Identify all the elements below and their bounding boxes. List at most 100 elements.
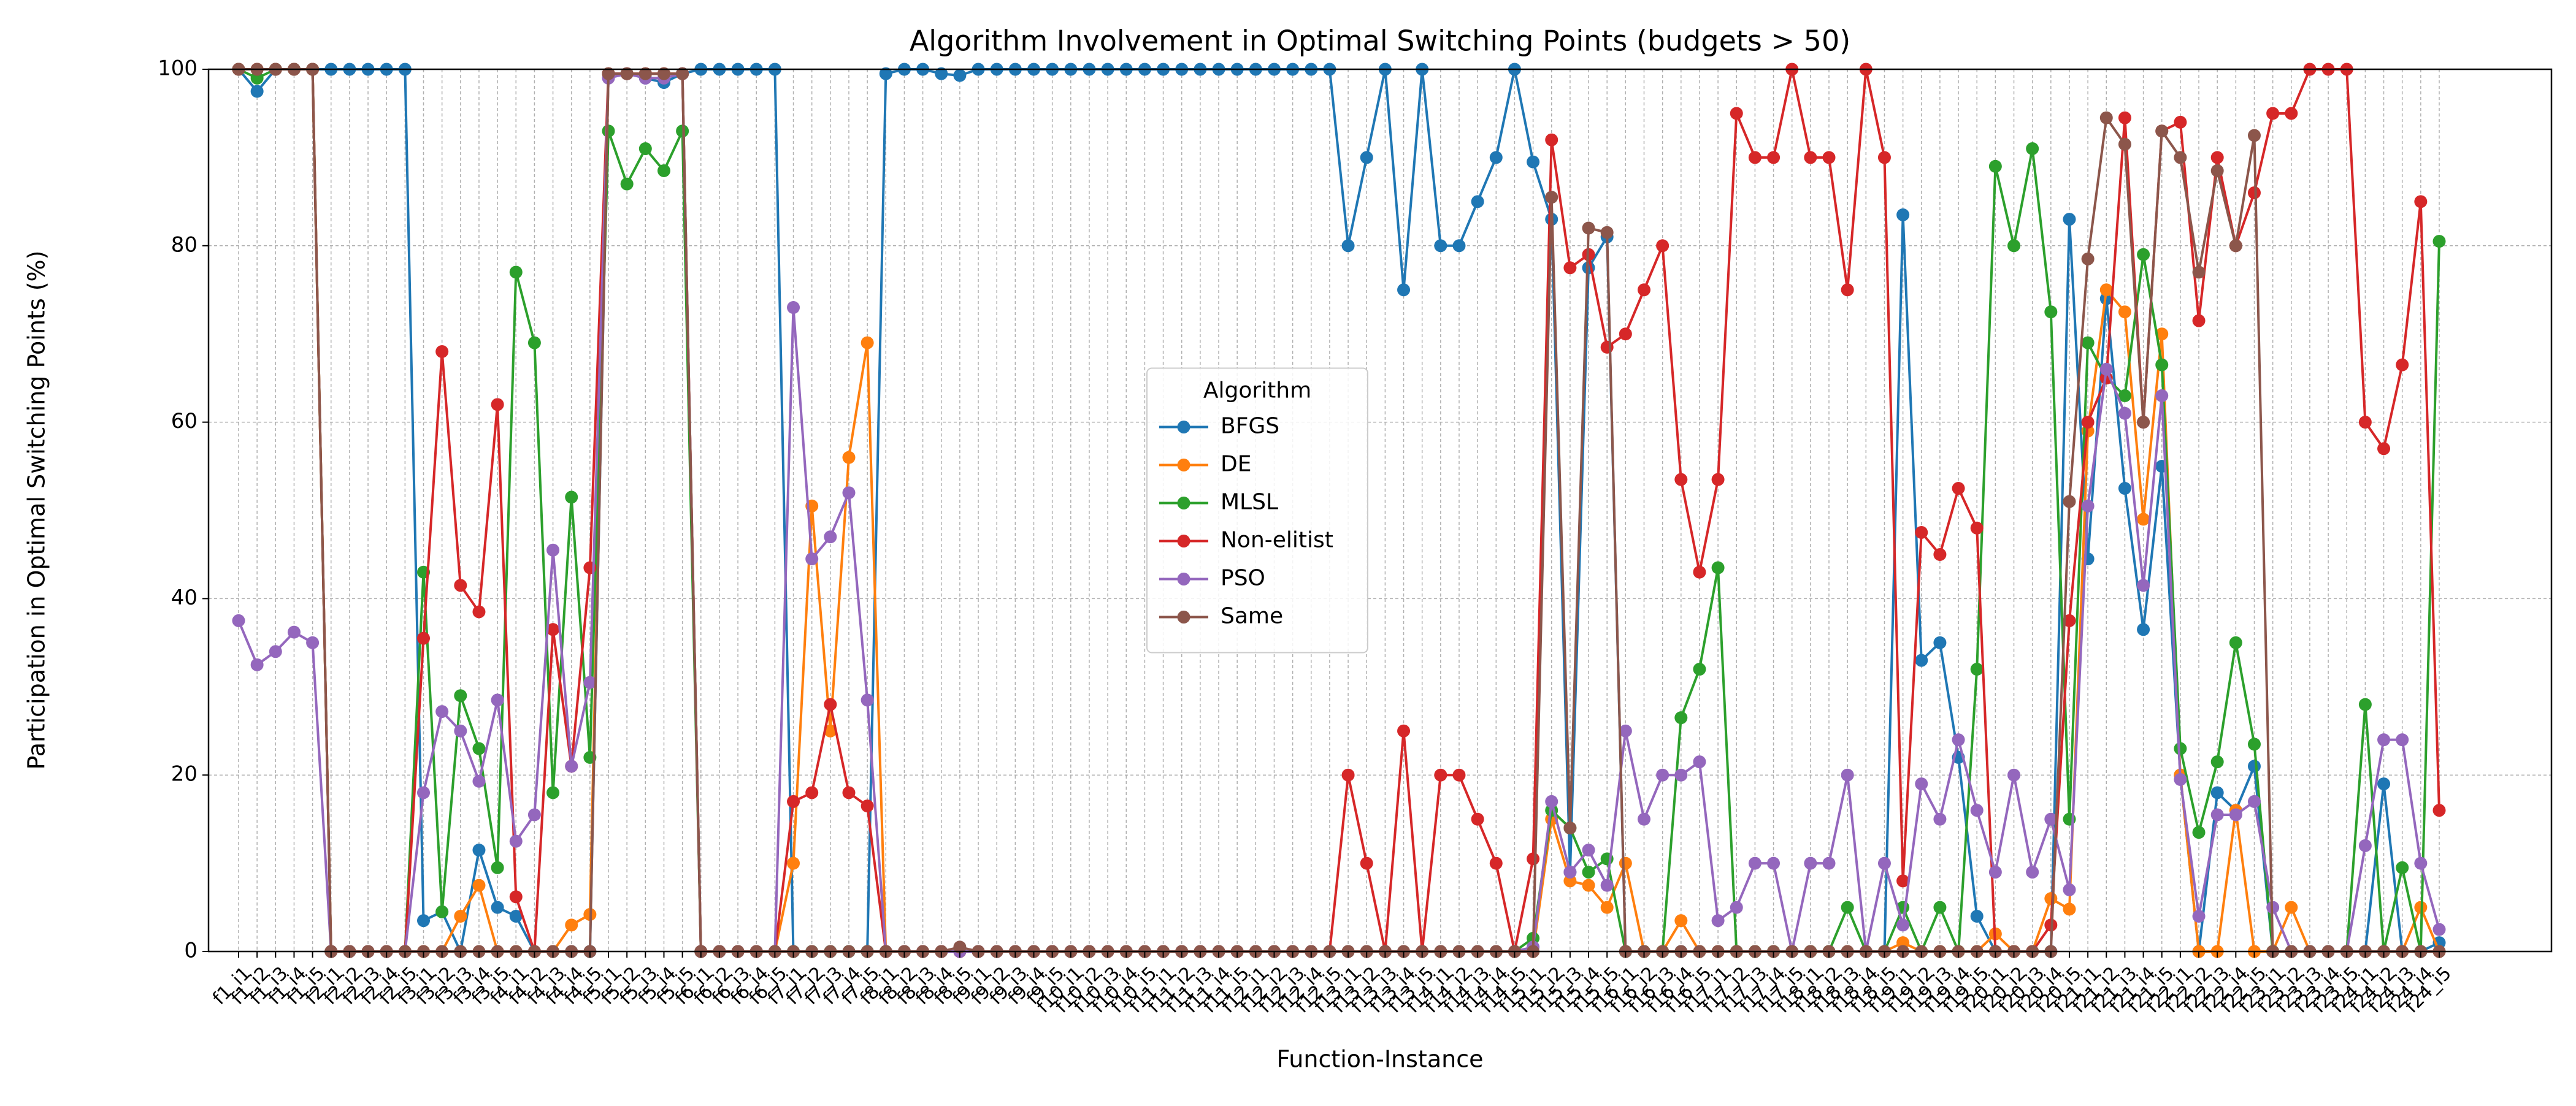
data-point [620, 177, 634, 191]
y-tick-label: 40 [171, 585, 197, 610]
data-point [2174, 151, 2187, 164]
data-point [2044, 305, 2058, 319]
data-point [861, 799, 874, 813]
legend-label: PSO [1221, 566, 1265, 591]
data-point [491, 861, 504, 874]
data-point [2155, 327, 2169, 341]
y-tick-label: 20 [171, 762, 197, 787]
x-axis-label: Function-Instance [1277, 1046, 1484, 1073]
data-point [472, 774, 486, 788]
data-point [1452, 768, 1466, 782]
data-point [1489, 856, 1503, 870]
data-point [1656, 768, 1669, 782]
data-point [2247, 795, 2261, 808]
data-point [2266, 107, 2280, 120]
data-point [546, 786, 560, 799]
legend-swatch-marker [1177, 459, 1190, 471]
data-point [1637, 283, 1650, 297]
data-point [2174, 115, 2187, 129]
data-point [1563, 822, 1577, 835]
data-point [2414, 856, 2428, 870]
data-point [2026, 142, 2039, 156]
data-point [824, 698, 837, 711]
data-point [1841, 768, 1854, 782]
data-point [1582, 844, 1595, 857]
data-point [1804, 151, 1817, 164]
data-point [824, 530, 837, 544]
data-point [1933, 812, 1947, 826]
data-point [454, 724, 467, 738]
data-point [491, 901, 504, 914]
data-point [2026, 865, 2039, 879]
data-point [953, 940, 967, 954]
data-point [2044, 812, 2058, 826]
data-point [935, 67, 948, 80]
data-point [2247, 129, 2261, 142]
data-point [2155, 358, 2169, 372]
chart-title: Algorithm Involvement in Optimal Switchi… [910, 25, 1850, 58]
data-point [1933, 636, 1947, 649]
data-point [1952, 733, 1965, 747]
data-point [2210, 755, 2224, 769]
data-point [250, 85, 264, 98]
legend-swatch-marker [1177, 573, 1190, 585]
data-point [2118, 305, 2131, 319]
data-point [2192, 826, 2206, 839]
data-point [1674, 914, 1688, 928]
data-point [1730, 107, 1743, 120]
data-point [1563, 865, 1577, 879]
y-tick-label: 60 [171, 409, 197, 433]
data-point [2432, 804, 2446, 817]
data-point [2229, 808, 2242, 822]
data-point [842, 486, 856, 500]
data-point [1877, 151, 1891, 164]
data-point [1711, 473, 1725, 486]
data-point [1341, 239, 1355, 253]
data-point [287, 625, 301, 639]
data-point [1970, 804, 1984, 817]
data-point [2118, 482, 2131, 495]
data-point [1527, 155, 1540, 169]
data-point [1804, 856, 1817, 870]
data-point [2137, 248, 2150, 261]
data-point [2081, 499, 2095, 513]
data-point [2063, 883, 2076, 896]
data-point [2044, 892, 2058, 906]
data-point [953, 69, 967, 82]
data-point [2229, 636, 2242, 649]
data-point [509, 265, 523, 279]
data-point [1822, 151, 1836, 164]
data-point [306, 636, 320, 649]
data-point [1600, 901, 1614, 914]
data-point [1674, 768, 1688, 782]
data-point [509, 834, 523, 848]
data-point [1434, 768, 1447, 782]
data-point [1896, 918, 1910, 932]
data-point [232, 614, 245, 627]
data-point [1582, 865, 1595, 879]
data-point [565, 918, 578, 932]
data-point [2118, 406, 2131, 420]
data-point [417, 914, 431, 928]
legend-swatch-marker [1177, 535, 1190, 547]
legend-box [1146, 367, 1368, 654]
data-point [2414, 195, 2428, 208]
data-point [1563, 874, 1577, 888]
y-tick-label: 80 [171, 232, 197, 257]
data-point [1693, 755, 1706, 769]
data-point [2358, 839, 2372, 852]
data-point [565, 760, 578, 773]
data-point [1841, 901, 1854, 914]
data-point [2192, 265, 2206, 279]
data-point [1360, 151, 1373, 164]
data-point [2377, 442, 2391, 456]
data-point [250, 658, 264, 671]
data-point [1674, 473, 1688, 486]
legend-swatch-marker [1177, 497, 1190, 509]
data-point [2210, 164, 2224, 177]
data-point [787, 795, 800, 808]
data-point [1970, 909, 1984, 923]
data-point [824, 724, 837, 738]
data-point [787, 301, 800, 315]
data-point [805, 552, 819, 566]
